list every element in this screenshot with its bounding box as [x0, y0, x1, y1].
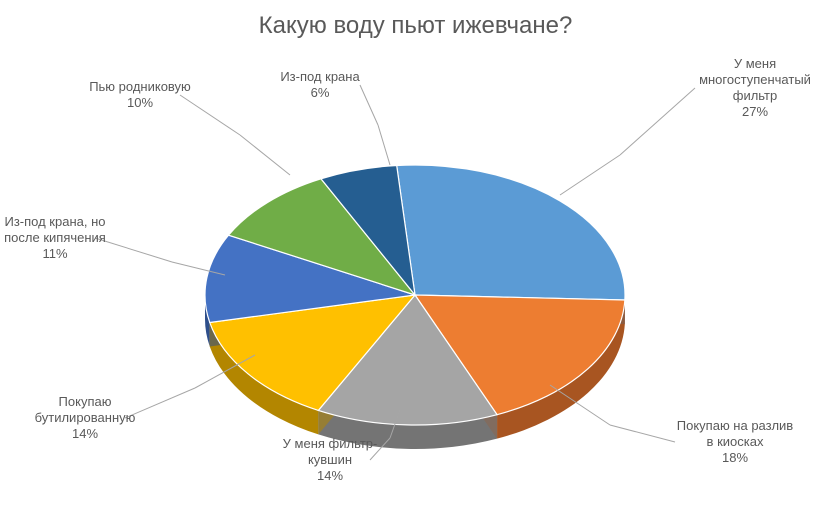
slice-label: Покупаю на разливв киосках18%	[660, 418, 810, 467]
slice-label: У меня фильтр-кувшин14%	[255, 436, 405, 485]
slice-label: Из-под крана, нопосле кипячения11%	[0, 214, 130, 263]
slice-label: Пью родниковую10%	[65, 79, 215, 112]
pie-slice	[397, 165, 625, 300]
slice-label: У менямногоступенчатыйфильтр27%	[680, 56, 830, 121]
slice-label: Из-под крана6%	[245, 69, 395, 102]
slice-label: Покупаюбутилированную14%	[10, 394, 160, 443]
